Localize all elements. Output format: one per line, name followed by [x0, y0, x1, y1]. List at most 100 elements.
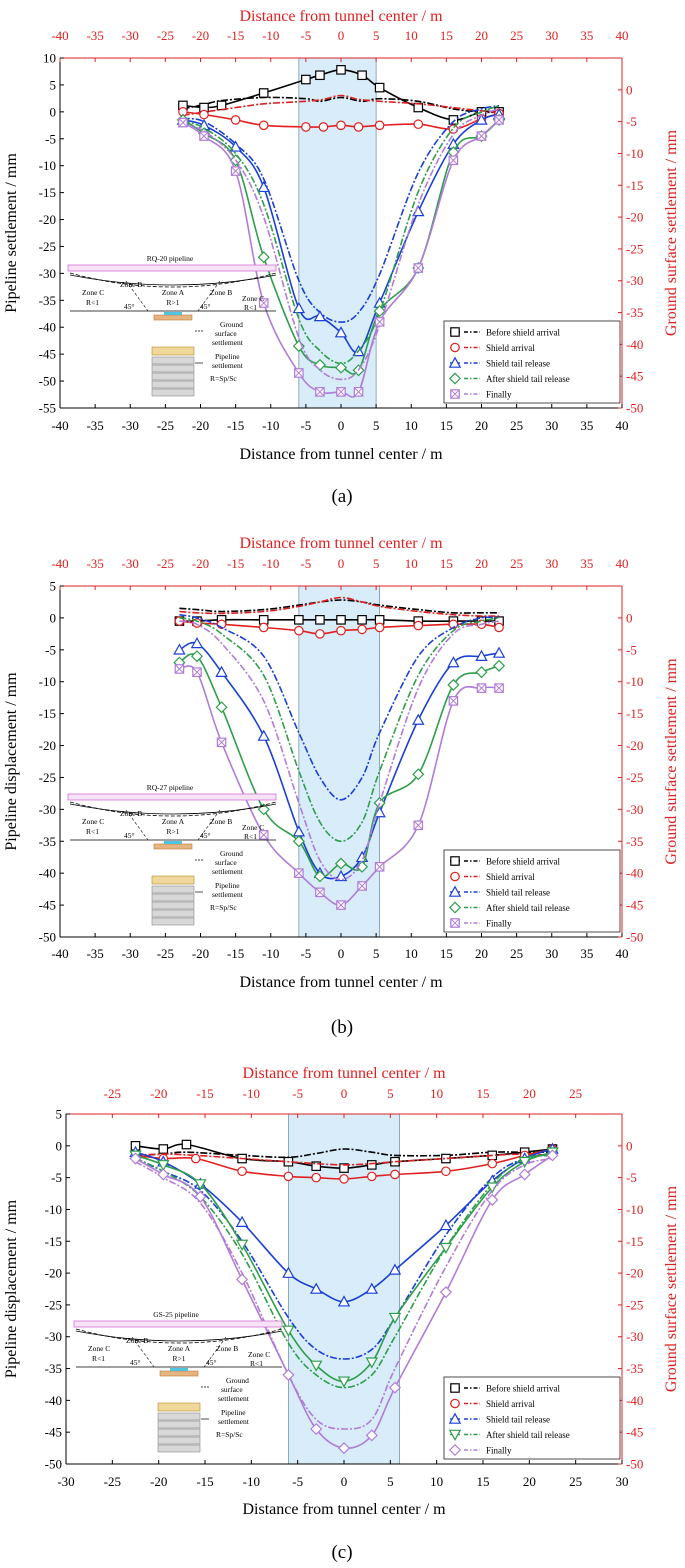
data-point [229, 140, 242, 152]
data-point [334, 326, 348, 338]
data-point [336, 387, 346, 397]
legend-label-3: Shield tail release [486, 1415, 550, 1425]
top-x-tick-label: -25 [157, 28, 174, 43]
inset-pipe-text-2: settlement [212, 890, 244, 899]
right-y-tick-label: -15 [626, 706, 643, 721]
inset-segment-ring [151, 917, 195, 926]
data-point [486, 1193, 499, 1206]
top-x-tick-label: 15 [440, 556, 453, 571]
ground-settlement-line [179, 613, 500, 801]
top-x-tick-label: -30 [122, 28, 139, 43]
y-tick-label: -5 [45, 131, 56, 146]
x-tick-label: -20 [192, 946, 209, 961]
data-point [301, 74, 311, 85]
x-tick-label: 25 [510, 418, 523, 433]
data-point [334, 361, 348, 374]
inset-zone-a: Zone A [162, 817, 185, 826]
ground-settlement-line [135, 1157, 553, 1430]
data-point [337, 1442, 351, 1455]
data-point [257, 729, 270, 741]
inset-segment-ring [157, 1444, 201, 1453]
data-point [315, 887, 325, 898]
legend-label-1: Before shield arrival [486, 857, 560, 867]
ground-settlement-line [179, 596, 500, 617]
data-point [292, 301, 306, 314]
data-point [546, 1149, 559, 1162]
inset-angle-right: 45° [200, 831, 211, 840]
inset-segment-ring [157, 1420, 201, 1429]
data-point [235, 1239, 249, 1251]
y-tick-label: -55 [39, 401, 56, 416]
inset-angle-line-left [125, 280, 149, 312]
inset-angle-line-right [197, 809, 221, 841]
inset-shield-head [151, 875, 195, 885]
data-point [475, 649, 488, 662]
y-tick-label: 0 [50, 104, 57, 119]
legend-marker [448, 1429, 462, 1441]
right-y-tick-label: 0 [626, 1138, 633, 1153]
panel-caption: (a) [331, 486, 352, 507]
x-tick-label: 40 [616, 946, 629, 961]
data-point [282, 1266, 295, 1278]
right-y-tick-label: -35 [626, 834, 643, 849]
inset-r-gt: R>1 [167, 827, 180, 836]
legend-label-4: After shield tail release [486, 374, 570, 384]
inset-ratio-text: R=Sp/Sc [210, 374, 237, 383]
y-tick-label: -10 [39, 158, 56, 173]
data-point [339, 1163, 349, 1173]
top-x-tick-label: 25 [569, 1086, 582, 1101]
right-y-tick-label: -10 [626, 1202, 643, 1217]
legend-marker [450, 342, 460, 353]
inset-ratio-text: R=Sp/Sc [210, 903, 237, 912]
inset-angle-left: 45° [124, 302, 135, 311]
data-point [374, 317, 385, 327]
top-x-tick-label: 5 [373, 556, 380, 571]
right-y-tick-label: -10 [626, 674, 643, 689]
data-point [258, 88, 269, 98]
data-point [439, 1218, 453, 1231]
x-tick-label: 20 [475, 946, 488, 961]
inset-pipe-bar [67, 264, 277, 272]
legend-label-3: Shield tail release [486, 888, 550, 898]
data-point [476, 131, 487, 141]
x-tick-label: 35 [580, 418, 593, 433]
x-tick-label: 15 [477, 1474, 490, 1489]
data-point [518, 1168, 531, 1181]
legend-box [443, 849, 621, 933]
x-tick-label: -30 [122, 418, 139, 433]
data-point [318, 122, 329, 132]
data-point [412, 768, 425, 781]
data-point [334, 869, 348, 882]
ground-settlement-line [135, 1148, 553, 1159]
y-tick-label: 0 [50, 610, 57, 625]
legend-marker [450, 327, 460, 337]
legend: Before shield arrival Shield arrival Shiel… [443, 849, 621, 933]
x-tick-label: -15 [227, 946, 244, 961]
ground-settlement-line [135, 1154, 553, 1360]
legend-marker [450, 871, 460, 882]
right-y-tick-label: -40 [626, 866, 643, 881]
y-tick-label: -45 [39, 347, 56, 362]
right-y-tick-label: 0 [626, 610, 633, 625]
top-x-tick-label: -5 [300, 556, 311, 571]
y-axis-label: Pipeline displacement / mm [3, 672, 20, 851]
top-x-tick-label: 30 [545, 28, 558, 43]
panel-caption: (c) [331, 1542, 352, 1563]
inset-ground-text-2: surface [221, 1385, 243, 1394]
inset-zone-b-left: Zone B [126, 1336, 148, 1345]
series-1 [178, 65, 504, 125]
data-point [373, 305, 386, 318]
data-point [315, 615, 325, 625]
inset-zone-c-left: Zone C [88, 1344, 110, 1353]
x-tick-label: 20 [475, 418, 488, 433]
inset-angle-line-left [125, 809, 149, 841]
data-point [294, 615, 304, 625]
data-point [448, 155, 459, 166]
inset-segment-ring [157, 1412, 201, 1421]
inset-shield-head [151, 346, 195, 356]
inset-segment-ring [151, 885, 195, 894]
inset-pipe-core [164, 312, 182, 315]
top-x-tick-label: 0 [341, 1086, 348, 1101]
top-x-tick-label: 0 [338, 28, 345, 43]
inset-segment-ring [151, 364, 195, 373]
